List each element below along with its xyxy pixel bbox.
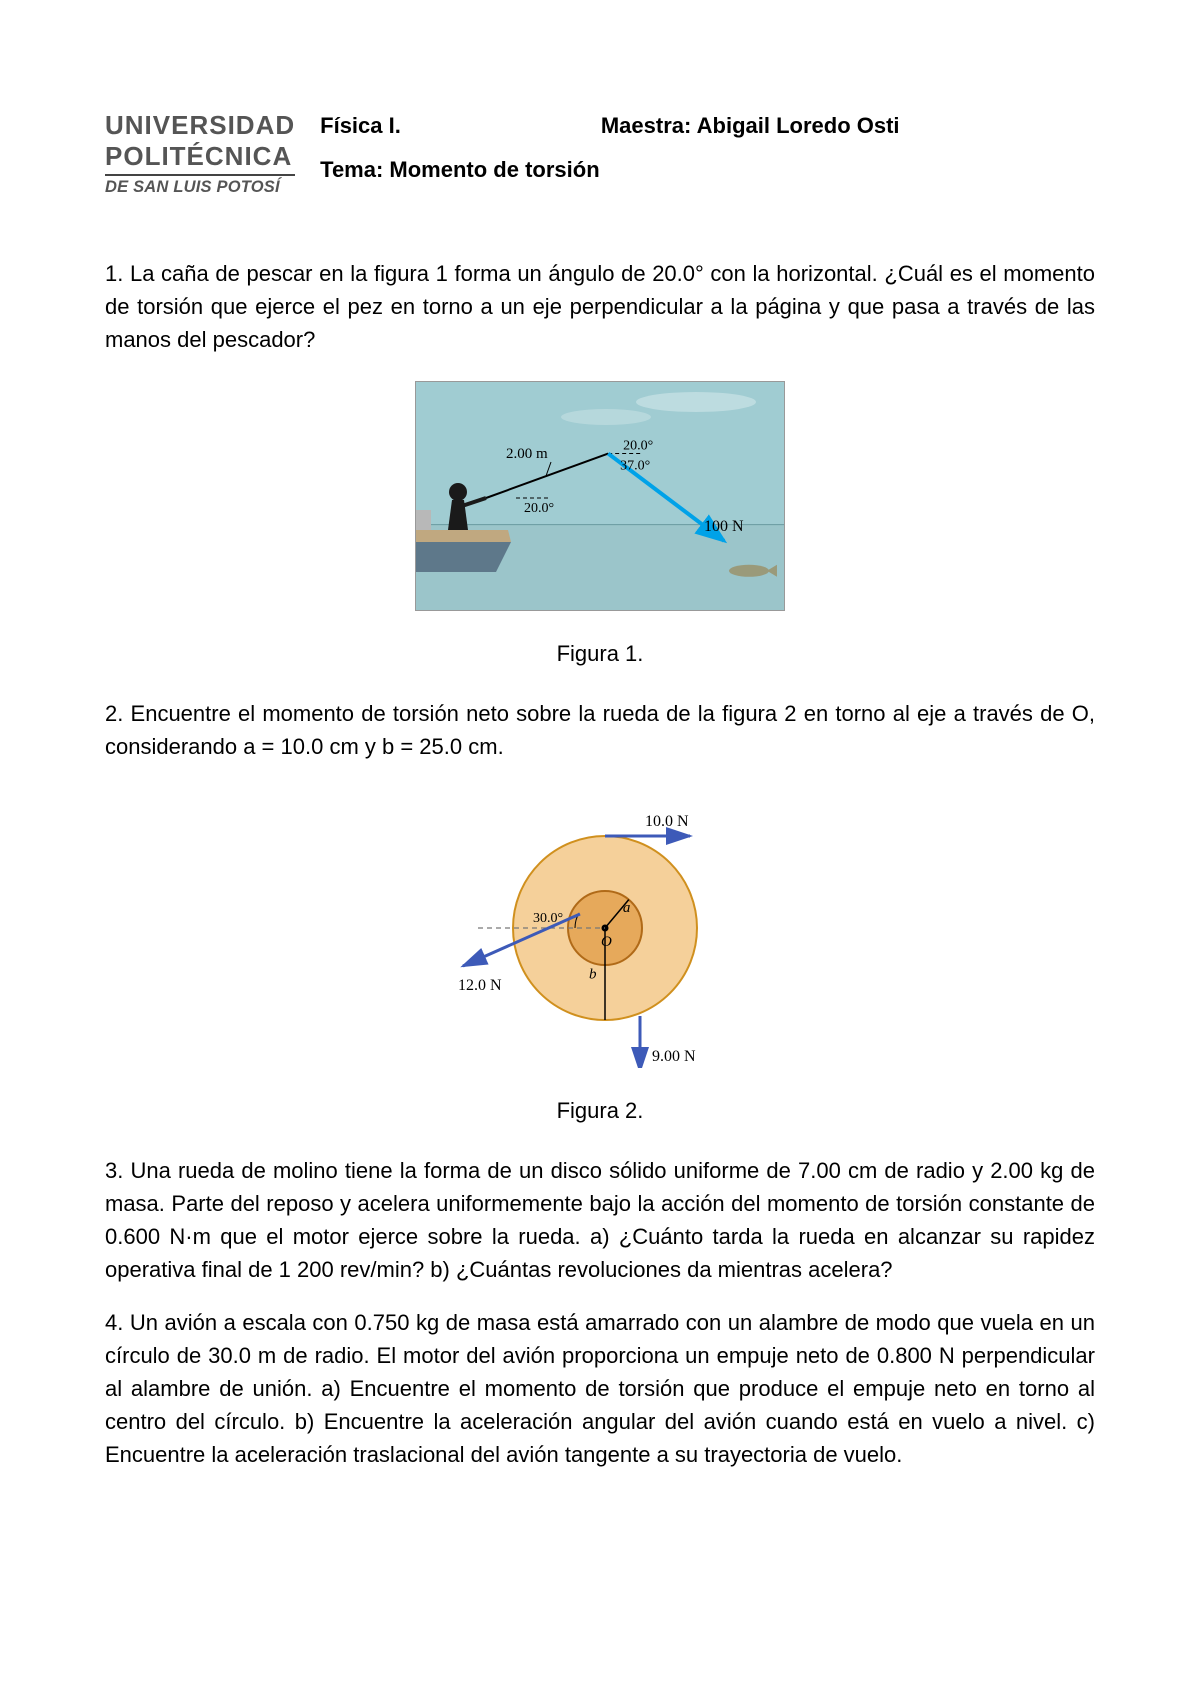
figure-1-svg: 2.00 m 20.0° 20.0° 37.0° 100 N	[415, 381, 785, 611]
course-title: Física I.	[320, 113, 401, 139]
figure-2-container: Oab10.0 N9.00 N30.0°12.0 N Figura 2.	[105, 788, 1095, 1124]
figure-2-svg: Oab10.0 N9.00 N30.0°12.0 N	[420, 788, 780, 1068]
svg-text:20.0°: 20.0°	[623, 439, 653, 454]
logo-line3: DE SAN LUIS POTOSÍ	[105, 178, 295, 197]
figure-1-caption: Figura 1.	[105, 641, 1095, 667]
svg-text:20.0°: 20.0°	[524, 501, 554, 516]
svg-text:9.00 N: 9.00 N	[652, 1048, 696, 1065]
svg-text:37.0°: 37.0°	[620, 459, 650, 474]
problem-3: 3. Una rueda de molino tiene la forma de…	[105, 1154, 1095, 1286]
problem-2: 2. Encuentre el momento de torsión neto …	[105, 697, 1095, 763]
svg-text:100 N: 100 N	[704, 518, 744, 535]
logo-line2: POLITÉCNICA	[105, 141, 295, 176]
problem-4: 4. Un avión a escala con 0.750 kg de mas…	[105, 1306, 1095, 1471]
document-header: UNIVERSIDAD POLITÉCNICA DE SAN LUIS POTO…	[105, 110, 1095, 197]
teacher-name: Maestra: Abigail Loredo Osti	[601, 113, 900, 139]
svg-text:a: a	[623, 900, 631, 916]
svg-text:12.0 N: 12.0 N	[458, 977, 502, 994]
topic-title: Tema: Momento de torsión	[320, 157, 1095, 183]
figure-1-container: 2.00 m 20.0° 20.0° 37.0° 100 N Figura 1.	[105, 381, 1095, 667]
svg-text:10.0 N: 10.0 N	[645, 813, 689, 830]
university-logo: UNIVERSIDAD POLITÉCNICA DE SAN LUIS POTO…	[105, 110, 295, 197]
figure-2-caption: Figura 2.	[105, 1098, 1095, 1124]
problem-1: 1. La caña de pescar en la figura 1 form…	[105, 257, 1095, 356]
svg-text:b: b	[589, 967, 597, 983]
svg-text:2.00 m: 2.00 m	[506, 446, 548, 462]
svg-text:O: O	[601, 934, 612, 950]
header-content: Física I. Maestra: Abigail Loredo Osti T…	[320, 110, 1095, 183]
logo-line1: UNIVERSIDAD	[105, 110, 295, 141]
